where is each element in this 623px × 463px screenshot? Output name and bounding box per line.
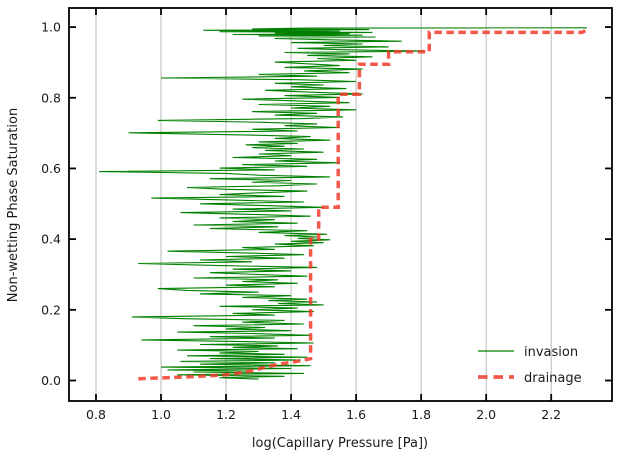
x-tick-label-2: 2.0 [476, 407, 496, 422]
y-tick-label-0.2: 0.2 [41, 302, 61, 317]
x-tick-label-1.4: 1.4 [281, 407, 301, 422]
x-tick-label-1.6: 1.6 [346, 407, 366, 422]
tick-labels: 0.8 1.0 1.2 1.4 1.6 1.8 2.0 2.2 0.0 0.2 0.4 0.6 0.8 1… [41, 20, 561, 422]
x-tick-label-1: 1.0 [151, 407, 171, 422]
y-tick-label-0.4: 0.4 [41, 232, 61, 247]
axis-ticks [69, 8, 612, 401]
x-axis-label: log(Capillary Pressure [Pa]) [252, 436, 428, 451]
axes-frame [68, 7, 613, 402]
invasion-line [99, 27, 588, 380]
y-axis-label: Non-wetting Phase Saturation [6, 108, 21, 302]
x-tick-label-1.2: 1.2 [216, 407, 236, 422]
x-tick-label-0.8: 0.8 [86, 407, 106, 422]
legend-label-invasion: invasion [524, 345, 578, 360]
spines [68, 7, 613, 402]
legend: invasion drainage [478, 345, 582, 386]
x-tick-label-2.2: 2.2 [541, 407, 561, 422]
y-tick-label-0: 0.0 [41, 373, 61, 388]
x-tick-label-1.8: 1.8 [411, 407, 431, 422]
drainage-line [138, 29, 587, 381]
y-tick-label-1: 1.0 [41, 20, 61, 35]
data-series-layer [99, 27, 588, 381]
y-tick-label-0.8: 0.8 [41, 90, 61, 105]
gridlines [95, 8, 552, 401]
legend-label-drainage: drainage [524, 371, 582, 386]
y-tick-label-0.6: 0.6 [41, 161, 61, 176]
